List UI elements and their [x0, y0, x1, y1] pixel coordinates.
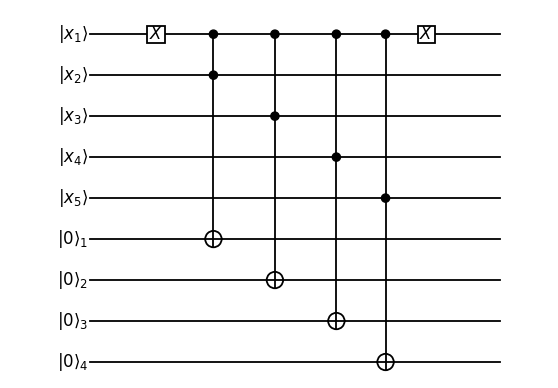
Text: $|0\rangle_1$: $|0\rangle_1$ — [57, 228, 88, 250]
Circle shape — [332, 30, 340, 38]
Circle shape — [382, 194, 389, 202]
Circle shape — [267, 272, 283, 288]
Text: $|x_1\rangle$: $|x_1\rangle$ — [58, 23, 88, 45]
Circle shape — [209, 30, 218, 38]
Circle shape — [205, 231, 222, 247]
Bar — [418, 26, 435, 43]
Text: $X$: $X$ — [149, 26, 163, 43]
Text: $|0\rangle_4$: $|0\rangle_4$ — [57, 351, 88, 373]
Bar — [147, 26, 165, 43]
Text: $X$: $X$ — [419, 26, 434, 43]
Text: $|x_2\rangle$: $|x_2\rangle$ — [58, 64, 88, 86]
Text: $|x_4\rangle$: $|x_4\rangle$ — [58, 146, 88, 168]
Circle shape — [332, 153, 340, 161]
Circle shape — [382, 30, 389, 38]
Text: $|x_3\rangle$: $|x_3\rangle$ — [58, 105, 88, 127]
Circle shape — [209, 71, 218, 79]
Text: $|0\rangle_2$: $|0\rangle_2$ — [57, 269, 88, 291]
Circle shape — [328, 313, 345, 329]
Text: $|0\rangle_3$: $|0\rangle_3$ — [57, 310, 88, 332]
Circle shape — [271, 30, 279, 38]
Text: $|x_5\rangle$: $|x_5\rangle$ — [58, 187, 88, 209]
Circle shape — [271, 112, 279, 120]
Circle shape — [377, 354, 394, 370]
